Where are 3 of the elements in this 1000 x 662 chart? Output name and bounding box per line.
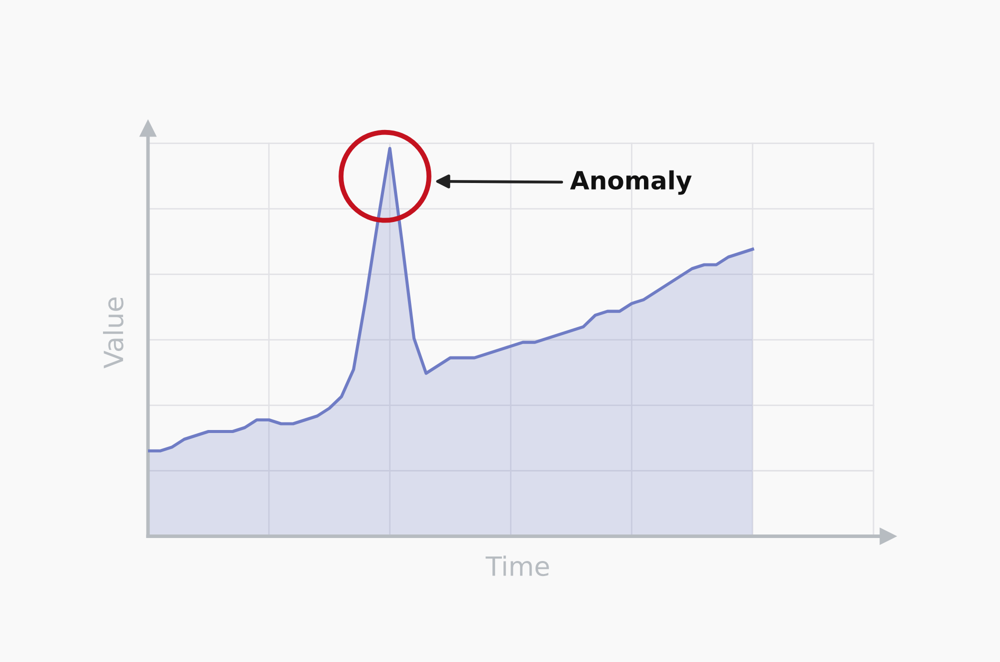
x-axis-title: Time [486, 556, 549, 576]
y-axis-title: Value [103, 297, 124, 368]
annotation: Anomaly [570, 170, 692, 195]
